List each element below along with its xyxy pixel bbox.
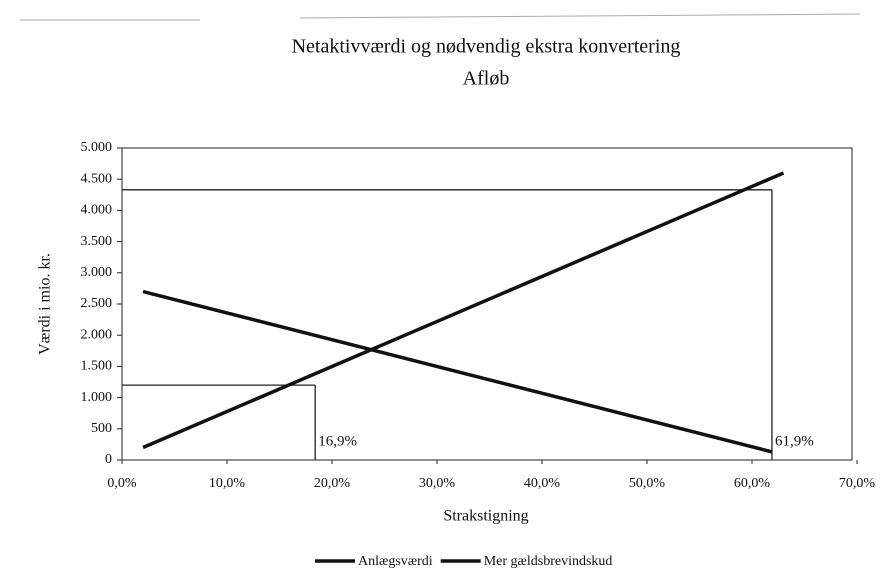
x-tick-label: 60,0% — [734, 476, 771, 491]
y-axis-label: Værdi i mio. kr. — [37, 253, 54, 355]
legend-label: Mer gældsbrevindskud — [484, 554, 613, 569]
x-tick-label: 20,0% — [314, 476, 351, 491]
y-tick-label: 3.500 — [81, 234, 113, 249]
scan-edge — [299, 13, 861, 19]
y-tick-label: 4.500 — [81, 171, 113, 186]
x-tick-label: 30,0% — [419, 476, 456, 491]
series-line — [142, 171, 785, 450]
annotation: 61,9% — [775, 433, 814, 449]
x-tick-label: 70,0% — [839, 476, 876, 491]
x-tick-label: 50,0% — [629, 476, 666, 491]
y-tick-label: 500 — [91, 421, 112, 436]
y-tick-label: 2.500 — [81, 296, 113, 311]
y-tick-label: 0 — [105, 452, 112, 467]
chart-subtitle: Afløb — [463, 68, 510, 90]
x-tick-label: 0,0% — [107, 476, 137, 491]
x-tick-label: 10,0% — [209, 476, 246, 491]
x-tick-label: 40,0% — [524, 476, 561, 491]
series-line — [142, 289, 773, 454]
y-tick-label: 4.000 — [81, 203, 113, 218]
plot-frame — [121, 147, 853, 461]
chart-title: Netaktivværdi og nødvendig ekstra konver… — [292, 36, 681, 58]
x-axis-label: Strakstigning — [443, 508, 528, 525]
y-tick-label: 1.500 — [81, 359, 113, 374]
legend-label: Anlægsværdi — [358, 554, 433, 569]
y-tick-label: 3.000 — [81, 265, 113, 280]
y-tick-label: 5.000 — [81, 140, 113, 155]
annotation: 16,9% — [318, 433, 357, 449]
y-tick-label: 1.000 — [81, 390, 113, 405]
y-tick-label: 2.000 — [81, 327, 113, 342]
